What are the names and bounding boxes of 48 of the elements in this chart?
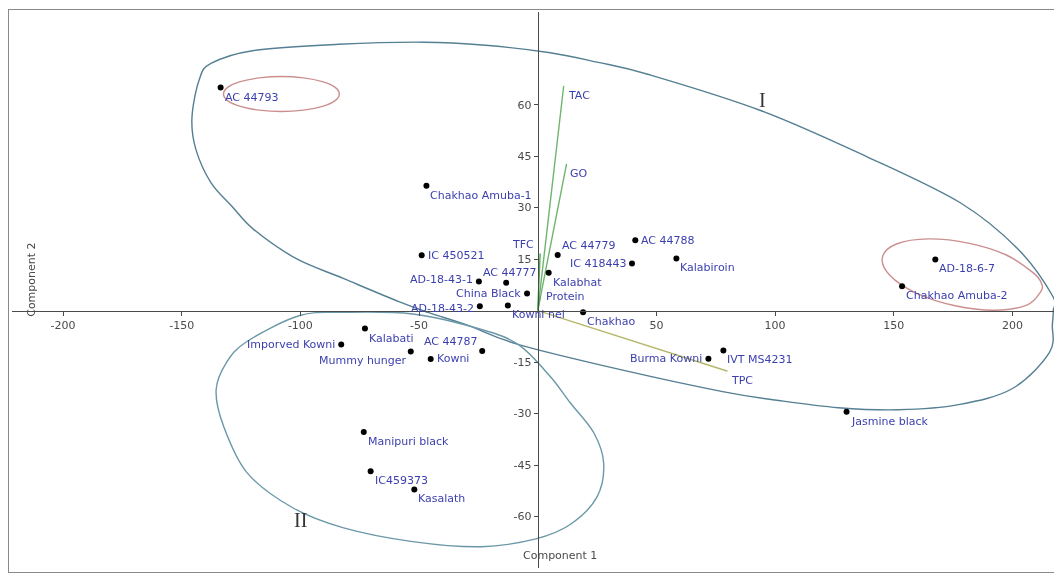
- x-tick-label: -100: [287, 318, 313, 332]
- series-label: GO: [570, 167, 588, 180]
- series-label: Chakhao Amuba-2: [906, 289, 1008, 302]
- y-tick-label: -15: [513, 355, 532, 369]
- annotation: I: [759, 89, 766, 111]
- x-tick-label: 50: [649, 318, 664, 332]
- y-axis-title: Component 2: [24, 242, 38, 317]
- series-label: AC 44788: [641, 234, 695, 247]
- series-label: Mummy hunger: [319, 354, 407, 367]
- series-label: Kowni: [437, 352, 470, 365]
- x-tick-label: -50: [410, 318, 429, 332]
- series-label: AC 44779: [562, 239, 616, 252]
- series-label: AC 44787: [424, 335, 478, 348]
- series-label: Kalabati: [369, 332, 414, 345]
- series-label: AC 44793: [225, 91, 279, 104]
- series-label: IC459373: [375, 474, 428, 487]
- series-label: AD-18-43-1: [410, 273, 473, 286]
- series-label: Jasmine black: [851, 415, 929, 428]
- series-label: Imporved Kowni: [247, 338, 336, 351]
- y-tick-label: 15: [517, 252, 532, 266]
- y-tick-label: 45: [517, 150, 532, 163]
- y-tick-label: 30: [517, 201, 532, 215]
- y-tick-label: -45: [513, 458, 532, 472]
- x-tick-label: 150: [883, 318, 905, 332]
- y-tick-label: -60: [513, 510, 532, 524]
- series-label: TFC: [512, 238, 535, 251]
- series-label: Kasalath: [418, 492, 466, 505]
- x-tick-label: 200: [1001, 318, 1023, 332]
- series-label: TAC: [568, 89, 591, 102]
- annotation: II: [294, 509, 308, 531]
- y-tick-label: 60: [517, 98, 532, 112]
- series-label: Protein: [546, 290, 585, 303]
- series-label: Manipuri black: [368, 435, 450, 448]
- series-label: Kalabiroin: [680, 261, 735, 274]
- y-tick-label: -30: [513, 407, 532, 421]
- series-label: Kalabhat: [553, 276, 603, 289]
- series-label: AC 44777: [483, 266, 537, 279]
- series-label: IC 418443: [570, 257, 627, 270]
- x-tick-label: -200: [50, 318, 76, 332]
- series-label: Chakhao: [587, 315, 636, 328]
- series-label: TPC: [731, 374, 754, 387]
- series-label: China Black: [456, 287, 522, 300]
- series-label: IVT MS4231: [727, 353, 793, 366]
- x-tick-label: 100: [764, 318, 786, 332]
- series-label: IC 450521: [428, 249, 485, 262]
- x-tick-label: -150: [169, 318, 195, 332]
- series-label: Chakhao Amuba-1: [430, 189, 532, 202]
- series-label: AD-18-6-7: [939, 262, 995, 275]
